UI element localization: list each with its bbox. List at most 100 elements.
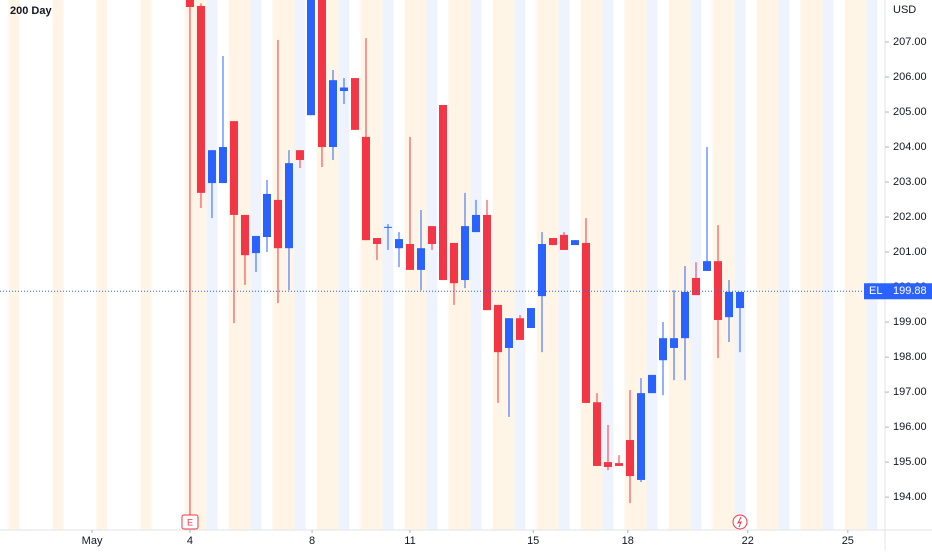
candle-body [648, 374, 657, 394]
y-tick-label: 198.00 [893, 351, 927, 363]
session-band [74, 0, 86, 530]
session-band [338, 0, 350, 530]
session-band [503, 0, 515, 530]
candle-body [361, 136, 370, 241]
candle-body [328, 80, 337, 148]
candle-body [284, 163, 293, 249]
session-band [800, 0, 812, 530]
session-band [624, 0, 636, 530]
candle-body [196, 5, 205, 193]
y-tick-label: 207.00 [893, 36, 927, 48]
session-band [569, 0, 581, 530]
candle-body [471, 214, 480, 233]
session-band [756, 0, 768, 530]
session-band [602, 0, 614, 530]
y-tick-label: 201.00 [893, 246, 927, 258]
session-band [426, 0, 438, 530]
session-band [140, 0, 152, 530]
session-band [723, 0, 735, 530]
session-band [514, 0, 526, 530]
session-band [745, 0, 757, 530]
session-band [778, 0, 790, 530]
y-tick-label: 195.00 [893, 456, 927, 468]
candle-body [725, 291, 734, 318]
session-band [206, 0, 218, 530]
session-band [635, 0, 647, 530]
session-band [492, 0, 504, 530]
session-band [19, 0, 31, 530]
candle-body [571, 240, 580, 246]
session-band [217, 0, 229, 530]
session-band [294, 0, 306, 530]
candle-body [251, 235, 260, 254]
candle-body [582, 242, 591, 403]
y-tick-label: 205.00 [893, 106, 927, 118]
session-band [118, 0, 130, 530]
x-tick-label: 25 [842, 535, 854, 547]
last-price-name: EL [869, 285, 882, 297]
price-axis-bg [885, 0, 932, 550]
session-band [822, 0, 834, 530]
session-band [0, 0, 9, 530]
candle-body [317, 0, 326, 148]
session-band [41, 0, 53, 530]
x-tick-label: 15 [527, 535, 539, 547]
candle-body [416, 248, 425, 270]
session-band [371, 0, 383, 530]
session-band [162, 0, 174, 530]
session-band [833, 0, 845, 530]
candle-body [262, 193, 271, 237]
session-band [382, 0, 394, 530]
time-axis-bg [0, 530, 932, 550]
y-tick-label: 202.00 [893, 211, 927, 223]
candle-body [306, 0, 315, 116]
session-band [129, 0, 141, 530]
candle-body [339, 87, 348, 92]
candle-body [527, 308, 535, 329]
candle-body [560, 234, 569, 250]
session-band [789, 0, 801, 530]
x-tick-label: May [82, 535, 103, 547]
candle-body [460, 226, 469, 281]
chart-title: 200 Day [10, 5, 52, 17]
candle-body [637, 393, 646, 480]
candle-body [449, 242, 458, 284]
candle-body [438, 105, 447, 281]
y-tick-label: 196.00 [893, 421, 927, 433]
candle-body [350, 78, 359, 130]
x-tick-label: 22 [742, 535, 754, 547]
x-tick-label: 18 [622, 535, 634, 547]
x-tick-label: 11 [404, 535, 415, 547]
session-band [525, 0, 537, 530]
candle-body [493, 304, 502, 353]
candle-body [207, 150, 216, 184]
y-tick-label: 197.00 [893, 386, 927, 398]
candle-body [405, 243, 414, 270]
session-band [734, 0, 746, 530]
y-tick-label: 206.00 [893, 71, 927, 83]
session-band [151, 0, 163, 530]
y-tick-label: 199.00 [893, 316, 927, 328]
session-band [679, 0, 691, 530]
candle-body [504, 318, 513, 348]
candle-body [427, 226, 436, 244]
session-band [107, 0, 119, 530]
x-tick-label: 8 [309, 535, 315, 547]
session-band [360, 0, 372, 530]
y-tick-label: 203.00 [893, 176, 927, 188]
candle-body [538, 243, 547, 297]
candle-body [736, 291, 745, 309]
session-band [668, 0, 680, 530]
session-band [866, 0, 878, 530]
candle-body [515, 318, 524, 340]
candle-body [383, 226, 392, 228]
last-price-value: 199.88 [893, 285, 927, 297]
session-band [52, 0, 64, 530]
candle-body [372, 238, 381, 244]
candle-body [218, 147, 227, 184]
candle-body [670, 338, 679, 348]
plot [0, 0, 885, 504]
session-band [646, 0, 658, 530]
earnings-marker: E [187, 517, 193, 527]
